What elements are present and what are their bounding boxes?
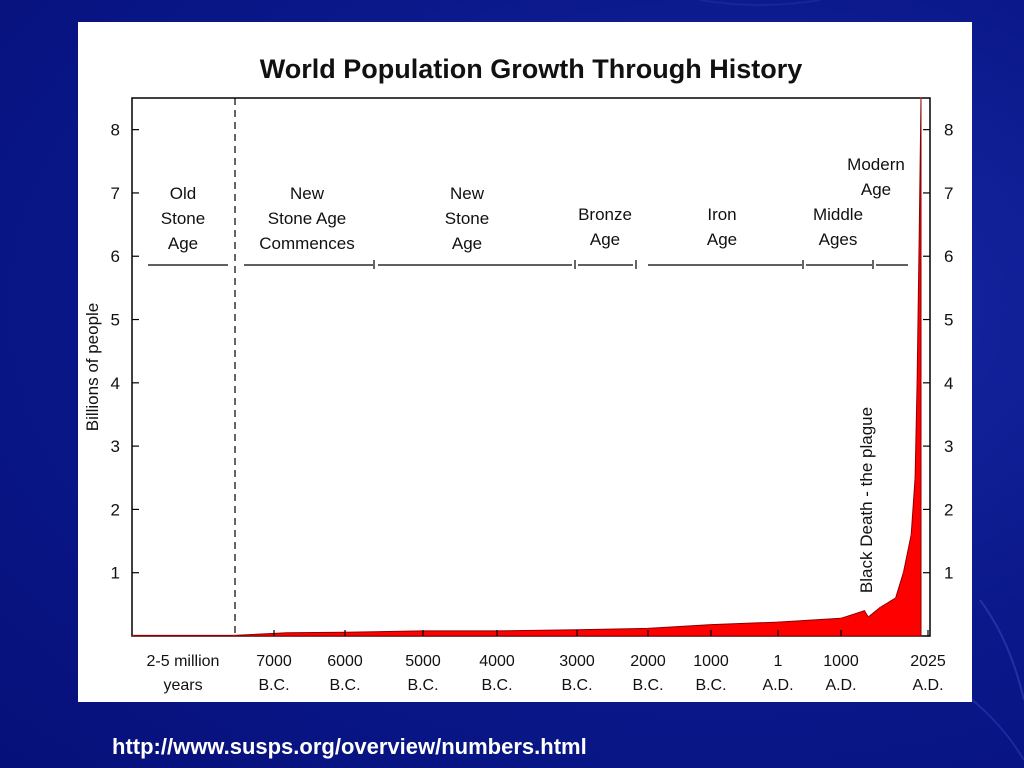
x-tick-label-era-8: A.D.: [762, 677, 793, 694]
x-tick-label-3: 5000: [405, 653, 441, 670]
era-label-4-0: Iron: [707, 205, 736, 224]
era-label-6-1: Age: [861, 180, 891, 199]
y-tick-label-right-5: 5: [944, 311, 953, 330]
y-tick-label-left-5: 5: [111, 311, 120, 330]
x-tick-label-era-9: A.D.: [825, 677, 856, 694]
data-point-8: [710, 623, 712, 626]
data-point-2: [286, 632, 288, 634]
y-tick-label-left-4: 4: [111, 374, 120, 393]
era-label-2-1: Stone: [445, 209, 489, 228]
x-tick-label-1: 7000: [256, 653, 292, 670]
era-label-1-0: New: [290, 184, 325, 203]
chart-title: World Population Growth Through History: [260, 54, 802, 84]
y-axis-label: Billions of people: [83, 303, 102, 432]
data-point-9: [777, 621, 779, 623]
black-death-annotation: Black Death - the plague: [857, 407, 876, 593]
data-point-7: [647, 627, 649, 630]
x-tick-label-era-10: A.D.: [912, 677, 943, 694]
data-point-1: [233, 634, 235, 637]
era-label-4-1: Age: [707, 230, 737, 249]
y-tick-label-left-2: 2: [111, 500, 120, 519]
x-tick-label-6: 2000: [630, 653, 666, 670]
data-point-11: [863, 609, 866, 612]
era-label-3-0: Bronze: [578, 205, 632, 224]
y-tick-label-left-1: 1: [111, 564, 120, 583]
x-tick-label-era-5: B.C.: [561, 677, 592, 694]
era-label-0-1: Stone: [161, 209, 205, 228]
x-tick-label-era-1: B.C.: [258, 677, 289, 694]
y-tick-label-left-3: 3: [111, 437, 120, 456]
x-tick-label-era-0: years: [163, 677, 202, 694]
data-point-20: [920, 97, 922, 99]
population-chart: World Population Growth Through History …: [83, 54, 953, 694]
era-label-5-0: Middle: [813, 205, 863, 224]
era-label-6-0: Modern: [847, 155, 905, 174]
source-url-text[interactable]: http://www.susps.org/overview/numbers.ht…: [112, 734, 587, 759]
era-label-2-0: New: [450, 184, 485, 203]
y-tick-label-right-4: 4: [944, 374, 953, 393]
era-label-1-2: Commences: [259, 234, 354, 253]
x-tick-label-2: 6000: [327, 653, 363, 670]
x-tick-label-5: 3000: [559, 653, 595, 670]
y-tick-label-right-7: 7: [944, 184, 953, 203]
data-point-14: [894, 597, 897, 599]
x-tick-label-era-7: B.C.: [695, 677, 726, 694]
x-tick-label-7: 1000: [693, 653, 729, 670]
era-label-1-1: Stone Age: [268, 209, 346, 228]
population-area-series: [132, 97, 922, 637]
data-point-12: [867, 616, 870, 618]
data-point-13: [879, 606, 881, 609]
data-point-19: [918, 249, 920, 251]
data-point-16: [910, 533, 912, 536]
x-tick-label-era-3: B.C.: [407, 677, 438, 694]
era-label-2-2: Age: [452, 234, 482, 253]
data-point-17: [914, 477, 916, 479]
plot-area: [131, 97, 931, 637]
era-label-3-1: Age: [590, 230, 620, 249]
y-tick-label-right-2: 2: [944, 500, 953, 519]
y-tick-label-left-6: 6: [111, 247, 120, 266]
x-tick-label-era-6: B.C.: [632, 677, 663, 694]
y-tick-label-right-3: 3: [944, 437, 953, 456]
data-point-0: [132, 634, 134, 637]
x-tick-label-8: 1: [774, 653, 783, 670]
data-point-10: [840, 617, 842, 620]
y-tick-label-left-8: 8: [111, 121, 120, 140]
data-point-18: [916, 382, 918, 384]
x-tick-label-era-2: B.C.: [329, 677, 360, 694]
y-tick-label-right-6: 6: [944, 247, 953, 266]
x-tick-label-9: 1000: [823, 653, 859, 670]
data-point-15: [902, 571, 905, 574]
x-tick-label-era-4: B.C.: [481, 677, 512, 694]
chart-panel: World Population Growth Through History …: [78, 22, 972, 702]
x-tick-label-10: 2025: [910, 653, 946, 670]
era-label-0-0: Old: [170, 184, 196, 203]
era-label-0-2: Age: [168, 234, 198, 253]
x-tick-label-4: 4000: [479, 653, 515, 670]
x-tick-label-0: 2-5 million: [147, 653, 220, 670]
y-tick-label-right-8: 8: [944, 121, 953, 140]
y-tick-label-right-1: 1: [944, 564, 953, 583]
era-label-5-1: Ages: [819, 230, 858, 249]
y-tick-label-left-7: 7: [111, 184, 120, 203]
